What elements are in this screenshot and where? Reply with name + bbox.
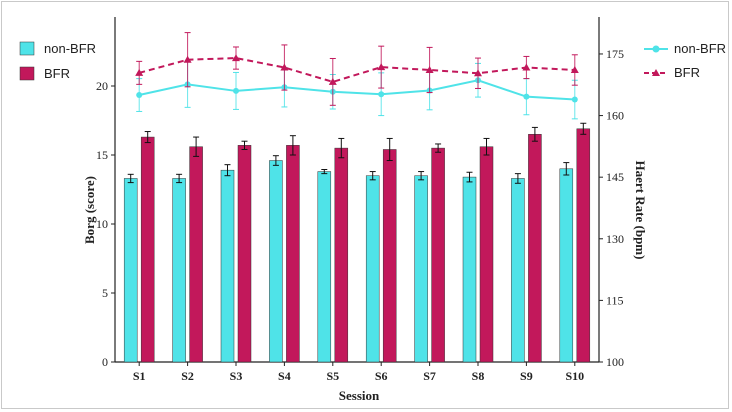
- non-bfr-bar: [172, 178, 186, 363]
- bfr-point: [377, 63, 386, 71]
- legend-left-swatch: [19, 66, 35, 81]
- x-tick-label: S3: [230, 369, 243, 383]
- y2-tick-label: 175: [606, 47, 624, 61]
- non-bfr-point: [378, 91, 385, 98]
- bfr-bar: [334, 147, 349, 363]
- non-bfr-bar: [511, 178, 525, 363]
- bfr-bar: [528, 134, 542, 363]
- non-bfr-point: [233, 87, 239, 94]
- y-tick-label: 5: [102, 286, 108, 300]
- bfr-point: [474, 69, 482, 77]
- bfr-bar: [382, 149, 397, 363]
- legend-left-label: BFR: [44, 66, 70, 81]
- non-bfr-bar: [559, 168, 574, 363]
- x-tick-label: S8: [472, 369, 485, 383]
- x-tick-label: S7: [423, 369, 436, 383]
- y2-tick-label: 145: [606, 170, 624, 184]
- legend-right-marker: [652, 45, 660, 53]
- non-bfr-bar: [365, 175, 380, 363]
- bfr-bar: [431, 147, 445, 363]
- y-tick-label: 10: [96, 217, 108, 231]
- bars: [123, 122, 591, 363]
- bfr-bar: [576, 128, 591, 363]
- axis-labels: Session Borg (score) Haert Rate (bpm): [82, 161, 648, 403]
- bfr-bar: [237, 145, 252, 363]
- x-axis-title: Session: [339, 388, 380, 403]
- non-bfr-point: [136, 92, 143, 99]
- y-tick-label: 20: [96, 79, 108, 93]
- lines: [135, 32, 579, 120]
- bfr-point: [232, 54, 240, 62]
- legend-right-label: non-BFR: [674, 41, 726, 56]
- legend-left-label: non-BFR: [44, 41, 96, 56]
- x-tick-label: S6: [375, 369, 388, 383]
- legends: non-BFR BFR non-BFR BFR: [19, 41, 726, 81]
- y2-axis-title: Haert Rate (bpm): [633, 161, 648, 260]
- y2-tick-label: 100: [606, 355, 624, 369]
- y-tick-label: 15: [96, 148, 108, 162]
- y2-tick-label: 115: [606, 293, 624, 307]
- bfr-point: [328, 77, 337, 85]
- x-tick-label: S4: [278, 369, 291, 383]
- bfr-line: [138, 57, 575, 83]
- non-bfr-bar: [462, 176, 477, 363]
- non-bfr-bar: [317, 171, 332, 363]
- x-tick-label: S5: [326, 369, 339, 383]
- legend-left-swatch: [19, 41, 35, 56]
- bfr-bar: [286, 145, 300, 363]
- bfr-bar: [479, 146, 494, 363]
- non-bfr-point: [523, 93, 530, 100]
- x-tick-label: S2: [181, 369, 194, 383]
- y2-tick-label: 130: [606, 232, 624, 246]
- x-tick-label: S1: [133, 369, 146, 383]
- bfr-point: [425, 65, 434, 73]
- bfr-bar: [189, 146, 203, 363]
- legend-right-marker: [652, 69, 660, 76]
- bfr-point: [522, 63, 531, 71]
- bfr-point: [570, 65, 579, 73]
- bfr-point: [183, 55, 192, 63]
- legend-right-label: BFR: [674, 65, 700, 80]
- non-bfr-point: [571, 96, 578, 103]
- non-bfr-bar: [269, 160, 283, 363]
- y-axis-title: Borg (score): [82, 176, 97, 244]
- bfr-point: [135, 68, 144, 76]
- y2-tick-label: 160: [606, 109, 624, 123]
- y-tick-label: 0: [102, 355, 108, 369]
- x-tick-label: S10: [565, 369, 584, 383]
- non-bfr-bar: [414, 175, 428, 363]
- x-tick-label: S9: [520, 369, 533, 383]
- bfr-bar: [140, 136, 155, 363]
- non-bfr-line: [138, 79, 575, 101]
- non-bfr-bar: [123, 178, 138, 363]
- non-bfr-bar: [220, 169, 235, 363]
- bfr-point: [280, 63, 289, 71]
